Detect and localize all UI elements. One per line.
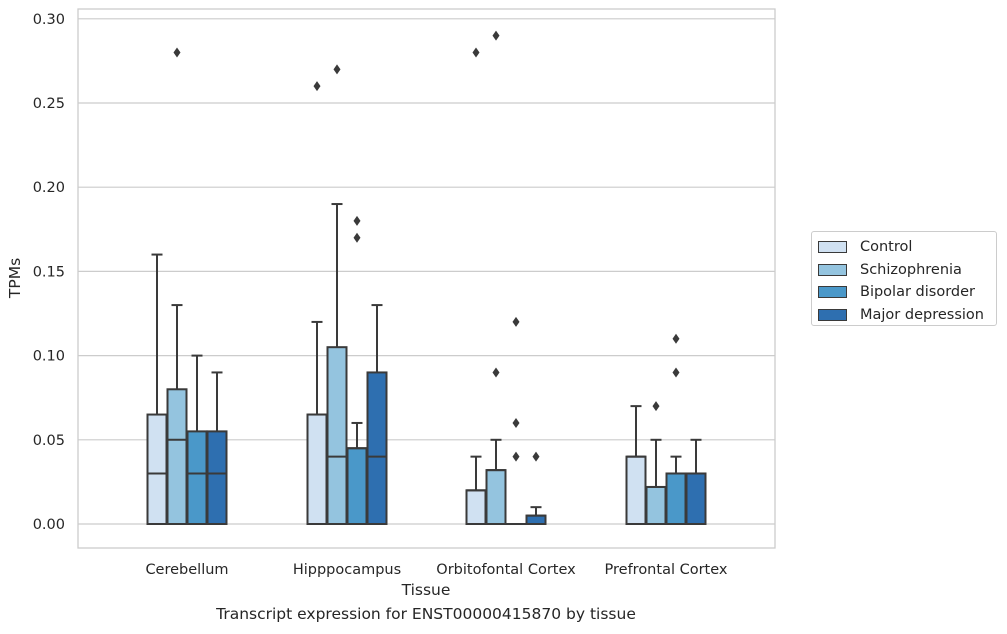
box-body <box>346 447 368 525</box>
legend-label: Control <box>860 239 913 256</box>
outlier-point <box>173 47 181 58</box>
box-body <box>645 485 667 525</box>
box-schizophrenia <box>326 64 348 525</box>
x-tick-label: Prefrontal Cortex <box>605 562 728 578</box>
box-schizophrenia <box>645 401 667 525</box>
legend-label: Bipolar disorder <box>860 284 975 301</box>
box-body <box>685 472 707 526</box>
legend-swatch <box>818 308 847 321</box>
box-bipolar-disorder <box>665 333 687 526</box>
box-body <box>166 388 188 525</box>
box-body <box>306 413 328 526</box>
outlier-point <box>512 451 520 462</box>
box-body <box>206 430 228 526</box>
x-axis-ticks: Cerebellum Hipppocampus Orbitofontal Corte… <box>145 562 727 578</box>
box-series <box>146 30 707 526</box>
legend-label: Major depression <box>860 306 984 323</box>
x-tick-label: Orbitofontal Cortex <box>436 562 576 578</box>
box-body <box>525 514 547 526</box>
box-body <box>366 371 388 525</box>
legend-swatch <box>818 263 847 276</box>
box-bipolar-disorder <box>346 215 368 525</box>
y-tick-label: 0.30 <box>33 12 65 28</box>
box-body <box>326 346 348 525</box>
box-body <box>665 472 687 526</box>
outlier-point <box>532 451 540 462</box>
box-schizophrenia <box>485 30 507 525</box>
box-body <box>146 413 168 526</box>
box-body <box>625 455 647 526</box>
outlier-point <box>512 417 520 428</box>
x-tick-label: Cerebellum <box>145 562 228 578</box>
legend-item: Control <box>818 236 996 259</box>
legend-label: Schizophrenia <box>860 261 962 278</box>
legend-swatch <box>818 286 847 299</box>
y-tick-label: 0.10 <box>33 349 65 365</box>
y-tick-label: 0.00 <box>33 517 65 533</box>
box-bipolar-disorder <box>186 354 208 526</box>
outlier-point <box>472 47 480 58</box>
box-major-depression <box>206 371 228 526</box>
outlier-point <box>512 316 520 327</box>
box-body <box>485 469 507 525</box>
outlier-point <box>672 333 680 344</box>
box-body <box>186 430 208 526</box>
legend: Control Schizophrenia Bipolar disorder Majo… <box>811 231 997 326</box>
box-major-depression <box>525 451 547 526</box>
box-major-depression <box>685 438 707 526</box>
outlier-point <box>313 81 321 92</box>
box-bipolar-disorder <box>505 316 527 526</box>
outlier-point <box>492 367 500 378</box>
outlier-point <box>353 232 361 243</box>
y-tick-label: 0.20 <box>33 180 65 196</box>
box-control <box>625 405 647 526</box>
y-tick-label: 0.15 <box>33 264 65 280</box>
legend-item: Bipolar disorder <box>818 281 996 304</box>
outlier-point <box>672 367 680 378</box>
legend-item: Schizophrenia <box>818 259 996 282</box>
outlier-point <box>333 64 341 75</box>
box-major-depression <box>366 304 388 525</box>
box-schizophrenia <box>166 47 188 525</box>
x-tick-label: Hipppocampus <box>293 562 401 578</box>
y-tick-label: 0.25 <box>33 96 65 112</box>
legend-item: Major depression <box>818 304 996 327</box>
box-control <box>465 47 487 526</box>
box-control <box>146 253 168 526</box>
box-control <box>306 81 328 526</box>
x-axis-label: Tissue <box>401 581 451 599</box>
box-body <box>465 489 487 526</box>
chart-caption: Transcript expression for ENST0000041587… <box>216 605 636 623</box>
outlier-point <box>652 401 660 412</box>
outlier-point <box>353 215 361 226</box>
y-tick-label: 0.05 <box>33 433 65 449</box>
legend-swatch <box>818 241 847 254</box>
outlier-point <box>492 30 500 41</box>
plot-frame <box>77 8 776 549</box>
y-axis-label: TPMs <box>6 258 24 299</box>
y-axis-ticks: 0.00 0.05 0.10 0.15 0.20 0.25 0.30 <box>33 12 65 533</box>
